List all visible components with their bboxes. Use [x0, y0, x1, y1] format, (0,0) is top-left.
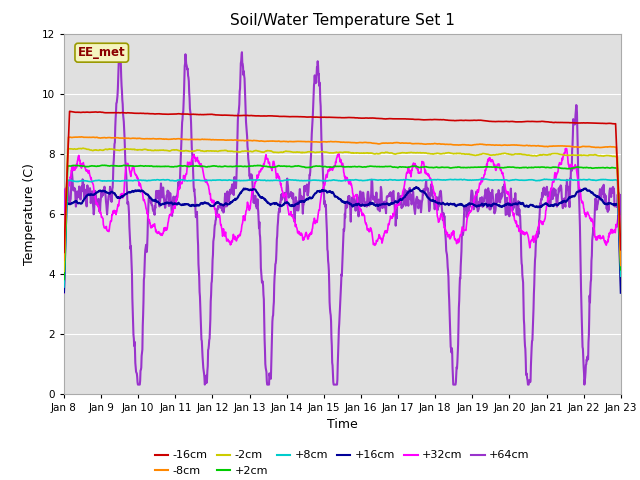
- X-axis label: Time: Time: [327, 418, 358, 431]
- Y-axis label: Temperature (C): Temperature (C): [23, 163, 36, 264]
- Text: EE_met: EE_met: [78, 46, 125, 59]
- Legend: -16cm, -8cm, -2cm, +2cm, +8cm, +16cm, +32cm, +64cm: -16cm, -8cm, -2cm, +2cm, +8cm, +16cm, +3…: [150, 446, 534, 480]
- Title: Soil/Water Temperature Set 1: Soil/Water Temperature Set 1: [230, 13, 455, 28]
